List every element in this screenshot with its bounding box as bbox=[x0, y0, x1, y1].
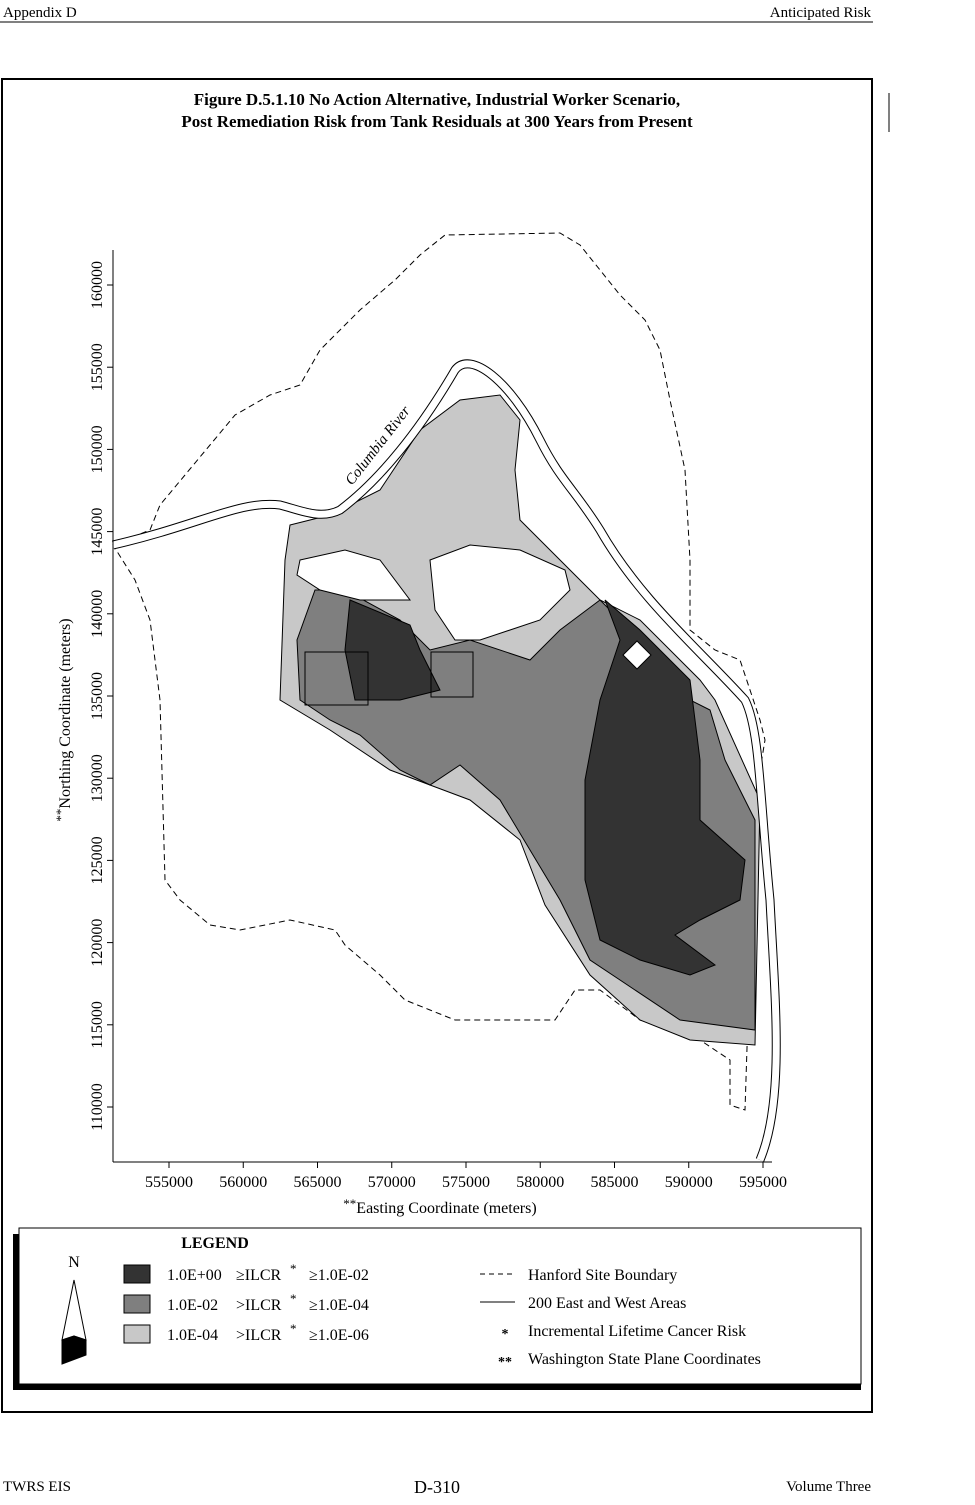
figure-title: Post Remediation Risk from Tank Residual… bbox=[181, 112, 693, 131]
y-axis-label: **Northing Coordinate (meters) bbox=[53, 618, 74, 821]
legend-lead: 1.0E-02 bbox=[167, 1297, 218, 1314]
legend-sup: * bbox=[290, 1291, 297, 1306]
site-marker bbox=[622, 640, 652, 670]
north-arrow-base bbox=[61, 1335, 87, 1365]
area-200-east bbox=[430, 651, 474, 698]
legend-note: Hanford Site Boundary bbox=[528, 1267, 677, 1284]
y-tick-label: 160000 bbox=[89, 261, 106, 309]
x-tick-label: 590000 bbox=[665, 1174, 713, 1191]
legend-note: Incremental Lifetime Cancer Risk bbox=[528, 1323, 746, 1340]
river bbox=[112, 360, 780, 1162]
legend-title: LEGEND bbox=[181, 1235, 249, 1252]
figure-title: Figure D.5.1.10 No Action Alternative, I… bbox=[194, 90, 680, 109]
label-prefix: ** bbox=[53, 809, 68, 822]
clear-zone bbox=[296, 549, 411, 601]
y-tick-label: 120000 bbox=[89, 919, 106, 967]
x-tick-label: 565000 bbox=[294, 1174, 342, 1191]
y-tick-label: 135000 bbox=[89, 672, 106, 720]
legend-swatch bbox=[123, 1294, 151, 1314]
legend-symbol: ** bbox=[498, 1355, 512, 1370]
x-tick-label: 560000 bbox=[219, 1174, 267, 1191]
legend-rel: >ILCR bbox=[236, 1297, 282, 1314]
legend-swatch bbox=[123, 1264, 151, 1284]
clear-zone bbox=[429, 544, 571, 641]
legend-box bbox=[18, 1227, 862, 1385]
x-tick-label: 575000 bbox=[442, 1174, 490, 1191]
y-tick-label: 140000 bbox=[89, 590, 106, 638]
legend-note: 200 East and West Areas bbox=[528, 1295, 686, 1312]
site-boundary bbox=[112, 232, 766, 1111]
x-tick-label: 595000 bbox=[739, 1174, 787, 1191]
x-tick-label: 580000 bbox=[516, 1174, 564, 1191]
ticks: 555000 560000 565000 570000 575000 580000 5850… bbox=[89, 261, 787, 1191]
label-text: Northing Coordinate (meters) bbox=[57, 618, 74, 808]
figure-frame bbox=[1, 78, 873, 1413]
y-tick-label: 110000 bbox=[89, 1083, 106, 1130]
y-tick-label: 145000 bbox=[89, 508, 106, 556]
y-tick-label: 130000 bbox=[89, 754, 106, 802]
legend-note: Washington State Plane Coordinates bbox=[528, 1351, 761, 1368]
legend-rel: >ILCR bbox=[236, 1327, 282, 1344]
label-text: Easting Coordinate (meters) bbox=[356, 1200, 536, 1217]
y-tick-label: 155000 bbox=[89, 343, 106, 391]
header-right: Anticipated Risk bbox=[770, 5, 872, 21]
footer-left: TWRS EIS bbox=[3, 1479, 71, 1495]
x-tick-label: 555000 bbox=[145, 1174, 193, 1191]
legend-sup: * bbox=[290, 1321, 297, 1336]
map: Columbia River bbox=[111, 232, 781, 1162]
x-tick-label: 570000 bbox=[368, 1174, 416, 1191]
y-tick-label: 115000 bbox=[89, 1001, 106, 1048]
legend-lead: 1.0E+00 bbox=[167, 1267, 222, 1284]
label-prefix: ** bbox=[343, 1196, 356, 1211]
y-tick-label: 150000 bbox=[89, 425, 106, 473]
risk-zone-high bbox=[344, 599, 441, 701]
y-tick-label: 125000 bbox=[89, 836, 106, 884]
legend-lead: 1.0E-04 bbox=[167, 1327, 218, 1344]
legend-rel: ≥ILCR bbox=[236, 1267, 282, 1284]
legend-tail: ≥1.0E-06 bbox=[309, 1327, 369, 1344]
legend-tail: ≥1.0E-02 bbox=[309, 1267, 369, 1284]
legend-tail: ≥1.0E-04 bbox=[309, 1297, 369, 1314]
legend-symbol: * bbox=[502, 1327, 509, 1342]
area-200-west bbox=[304, 651, 369, 706]
x-tick-label: 585000 bbox=[591, 1174, 639, 1191]
legend: 1.0E+00 ≥ILCR * ≥1.0E-02 1.0E-02 >ILCR * ≥1.0E-… bbox=[123, 1261, 761, 1370]
legend-sup: * bbox=[290, 1261, 297, 1276]
footer-center: D-310 bbox=[414, 1477, 460, 1497]
legend-swatch bbox=[123, 1324, 151, 1344]
x-axis-label: **Easting Coordinate (meters) bbox=[343, 1196, 536, 1217]
north-label: N bbox=[68, 1254, 80, 1271]
header-left: Appendix D bbox=[3, 5, 77, 21]
risk-zone-high bbox=[584, 599, 746, 976]
footer-right: Volume Three bbox=[786, 1479, 871, 1495]
